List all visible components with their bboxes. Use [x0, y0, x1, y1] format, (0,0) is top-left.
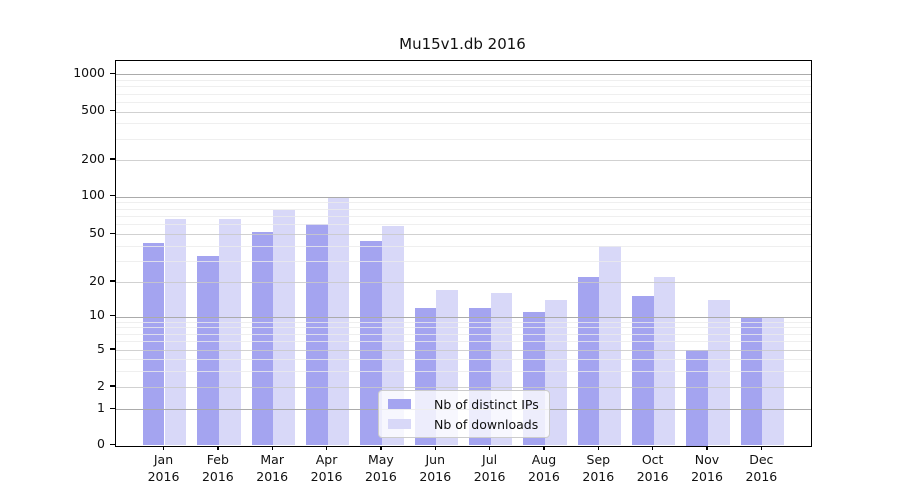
bar-jan-distinct-ips: [142, 243, 165, 446]
y-tick-label-0: 0: [97, 436, 105, 451]
y-tick-mark-500: [109, 110, 115, 112]
legend-label-downloads: Nb of downloads: [434, 416, 539, 432]
y-tick-mark-10: [109, 315, 115, 317]
bar-mar-downloads: [273, 210, 295, 446]
x-tick-label-jan: Jan 2016: [147, 452, 180, 484]
bar-dec-distinct-ips: [740, 316, 763, 446]
y-tick-mark-100: [109, 195, 115, 197]
chart-title: Mu15v1.db 2016: [399, 35, 526, 53]
bar-feb-downloads: [218, 219, 241, 446]
y-tick-mark-20: [109, 280, 115, 282]
y-tick-label-100: 100: [81, 187, 105, 203]
x-tick-mark-mar: [271, 445, 273, 450]
x-tick-mark-jan: [162, 445, 165, 450]
bar-sep-downloads: [599, 245, 621, 446]
y-tick-label-200: 200: [81, 150, 105, 166]
y-tick-mark-200: [109, 158, 115, 160]
x-tick-label-may: May 2016: [364, 452, 397, 484]
y-tick-mark-1000: [109, 72, 115, 74]
x-tick-mark-jul: [488, 445, 491, 450]
y-tick-mark-0: [109, 443, 115, 446]
x-tick-label-apr: Apr 2016: [310, 452, 343, 484]
x-tick-label-jul: Jul 2016: [473, 452, 506, 484]
bar-apr-downloads: [327, 196, 350, 446]
y-tick-mark-1: [109, 407, 115, 409]
bar-aug-downloads: [544, 299, 567, 446]
legend-swatch-downloads: [388, 419, 411, 429]
bars-layer: [116, 61, 811, 446]
bar-feb-distinct-ips: [197, 255, 219, 446]
x-tick-label-mar: Mar 2016: [256, 452, 289, 484]
x-tick-mark-dec: [760, 445, 763, 450]
legend: Nb of distinct IPs Nb of downloads: [378, 390, 550, 438]
bar-oct-downloads: [653, 277, 676, 446]
y-tick-label-50: 50: [89, 224, 105, 240]
y-tick-label-500: 500: [81, 102, 105, 118]
x-tick-mark-oct: [651, 445, 654, 450]
x-tick-label-jun: Jun 2016: [419, 452, 452, 484]
legend-row-0: Nb of distinct IPs: [379, 397, 549, 412]
bar-oct-distinct-ips: [631, 296, 654, 446]
x-tick-label-sep: Sep 2016: [582, 452, 615, 484]
y-tick-mark-50: [109, 232, 115, 234]
legend-swatch-distinct-ips: [388, 399, 411, 409]
x-tick-mark-nov: [706, 445, 708, 450]
x-tick-label-oct: Oct 2016: [636, 452, 669, 484]
x-tick-mark-feb: [217, 445, 219, 450]
x-tick-mark-may: [380, 445, 382, 450]
x-tick-mark-sep: [597, 445, 599, 450]
bar-sep-distinct-ips: [577, 277, 600, 446]
bar-dec-downloads: [762, 316, 785, 446]
plot-area: Nb of distinct IPs Nb of downloads: [115, 60, 812, 447]
x-tick-label-dec: Dec 2016: [745, 452, 778, 484]
x-tick-mark-apr: [325, 445, 328, 450]
legend-row-1: Nb of downloads: [379, 417, 549, 432]
bar-nov-distinct-ips: [686, 350, 708, 446]
y-tick-label-1000: 1000: [73, 64, 105, 80]
x-tick-mark-aug: [543, 445, 545, 450]
legend-label-distinct-ips: Nb of distinct IPs: [434, 396, 539, 412]
x-tick-label-nov: Nov 2016: [691, 452, 723, 484]
x-tick-label-feb: Feb 2016: [201, 452, 234, 484]
y-tick-label-20: 20: [89, 272, 105, 288]
y-tick-mark-5: [109, 348, 115, 350]
x-tick-mark-jun: [434, 445, 436, 450]
bar-apr-distinct-ips: [305, 224, 328, 446]
bar-jan-downloads: [164, 219, 187, 446]
y-tick-label-10: 10: [89, 307, 105, 323]
y-tick-label-1: 1: [97, 399, 105, 415]
y-tick-mark-2: [109, 385, 115, 387]
y-tick-label-5: 5: [97, 340, 105, 356]
bar-may-distinct-ips: [360, 240, 382, 446]
x-tick-label-aug: Aug 2016: [528, 452, 560, 484]
y-tick-label-2: 2: [97, 377, 105, 393]
bar-mar-distinct-ips: [251, 232, 274, 446]
bar-nov-downloads: [708, 299, 730, 446]
